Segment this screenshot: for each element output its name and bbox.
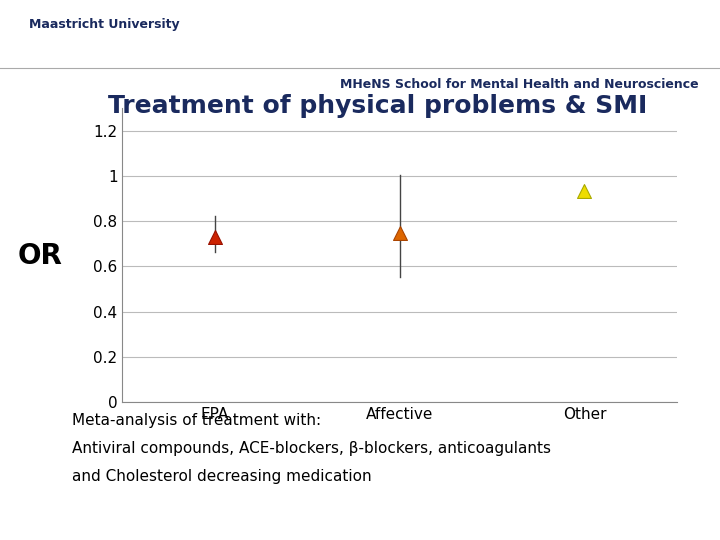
Text: Maastricht University: Maastricht University	[29, 18, 179, 31]
Text: Mitchell 2012 BJP: Mitchell 2012 BJP	[246, 509, 416, 528]
Text: MHeNS School for Mental Health and Neuroscience: MHeNS School for Mental Health and Neuro…	[340, 78, 698, 91]
Point	[394, 228, 405, 237]
Point	[209, 233, 220, 241]
Text: Treatment of physical problems & SMI: Treatment of physical problems & SMI	[108, 94, 647, 118]
Text: Department: Department	[20, 514, 95, 523]
Text: OR: OR	[17, 242, 62, 271]
Text: and Cholesterol decreasing medication: and Cholesterol decreasing medication	[72, 469, 372, 484]
Text: Meta-analysis of treatment with:: Meta-analysis of treatment with:	[72, 413, 321, 428]
Point	[579, 186, 590, 195]
Text: Antiviral compounds, ACE-blockers, β-blockers, anticoagulants: Antiviral compounds, ACE-blockers, β-blo…	[72, 441, 551, 456]
Text: 11: 11	[686, 511, 706, 525]
